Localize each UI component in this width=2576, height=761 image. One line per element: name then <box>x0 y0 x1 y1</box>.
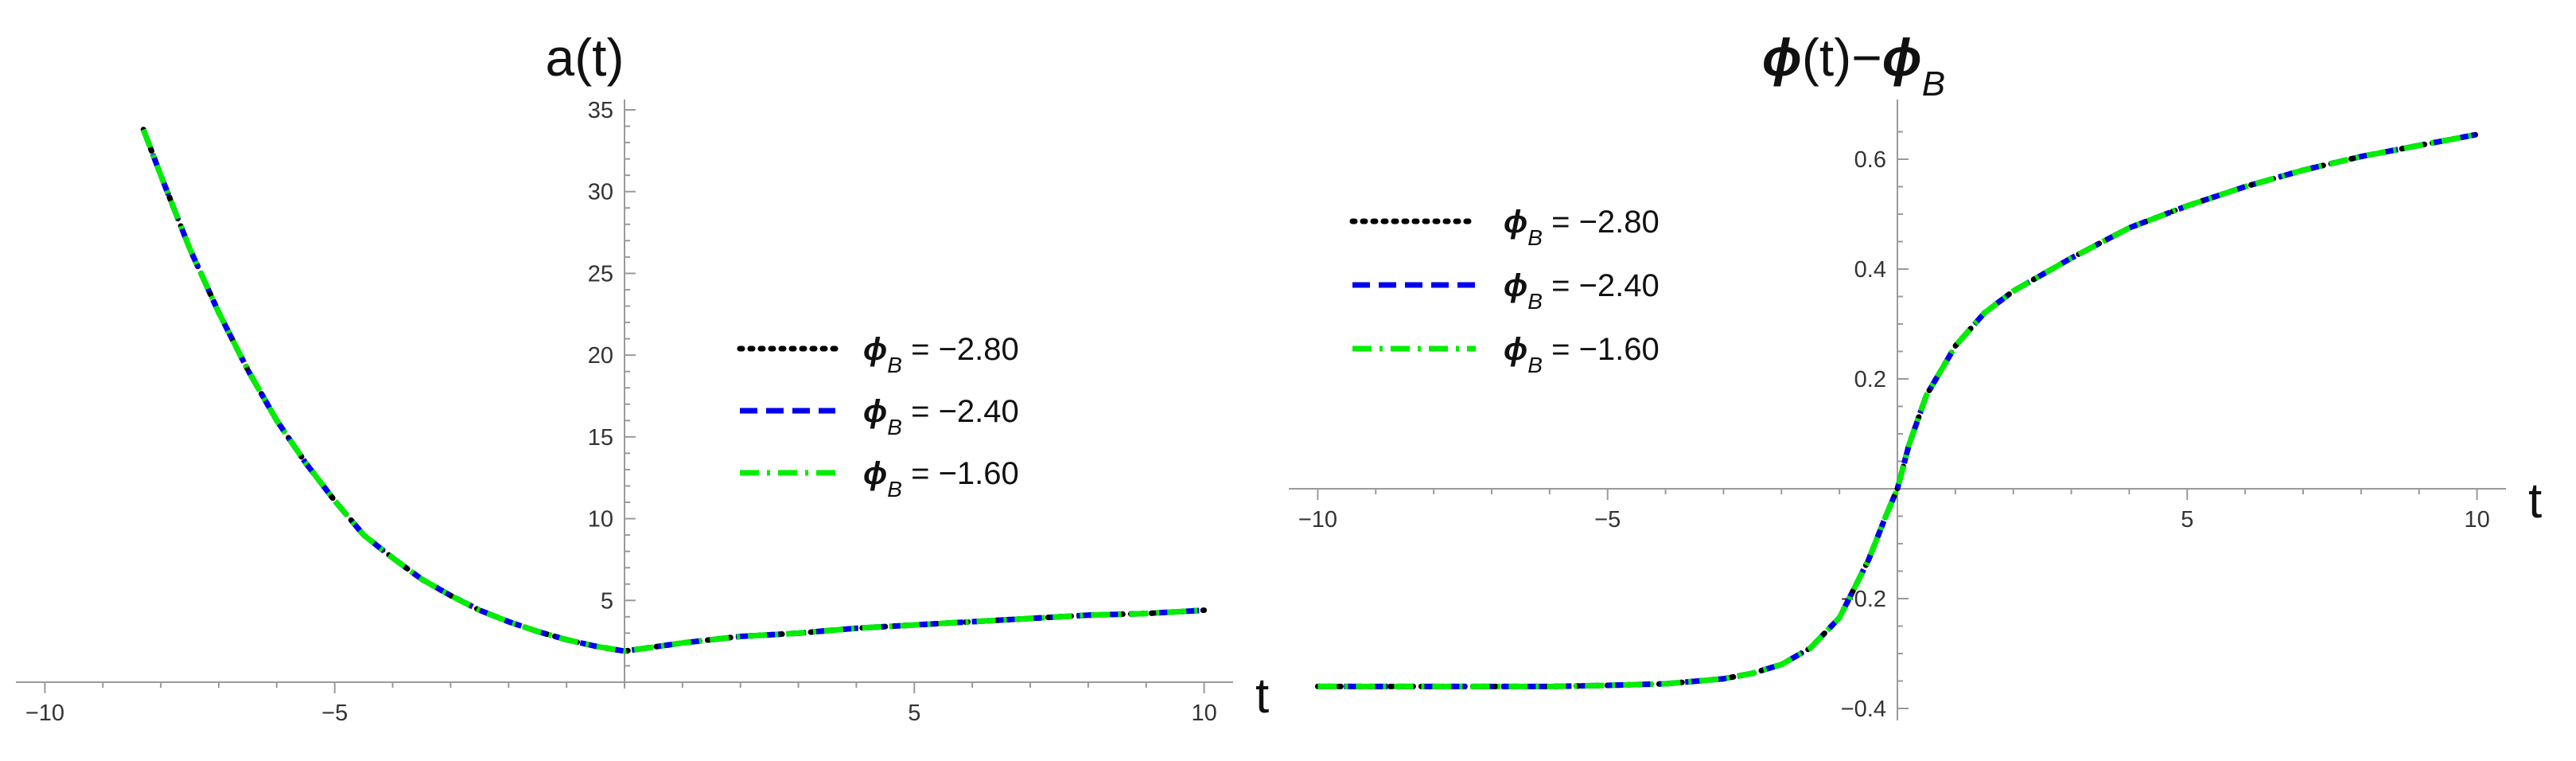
chart-title: a(t) <box>546 28 625 87</box>
legend-entry-1: ϕB = −2.80 <box>863 332 1019 377</box>
legend: ϕB = −2.80 ϕB = −2.40 ϕB = −1.60 <box>737 332 1019 501</box>
y-tick-label: 5 <box>601 588 613 614</box>
series-line-3 <box>1317 131 2478 689</box>
x-tick-label: 5 <box>908 701 920 726</box>
series-line-1 <box>140 127 1208 654</box>
legend-entry-3: ϕB = −1.60 <box>1504 332 1660 377</box>
x-tick-label: −5 <box>1594 507 1621 533</box>
y-tick-label: 0.6 <box>1854 147 1886 173</box>
legend: ϕB = −2.80 ϕB = −2.40 ϕB = −1.60 <box>1349 205 1660 377</box>
y-tick-label: 35 <box>588 98 613 123</box>
x-tick-label: 10 <box>2464 507 2489 533</box>
legend-entry-2: ϕB = −2.40 <box>1504 268 1660 314</box>
chart-title: ϕ(t)−ϕB <box>1762 28 1945 103</box>
y-tick-label: 15 <box>588 425 613 451</box>
x-tick-label: −5 <box>321 701 348 726</box>
x-tick-label: −10 <box>1298 507 1337 533</box>
y-tick-label: 20 <box>588 343 613 369</box>
y-tick-label: 25 <box>588 261 613 287</box>
series-line-3 <box>141 128 1204 654</box>
series-line-2 <box>141 128 1204 654</box>
y-tick-label: −0.4 <box>1841 697 1886 722</box>
x-tick-label: 10 <box>1191 701 1216 726</box>
legend-entry-1: ϕB = −2.80 <box>1504 205 1660 250</box>
legend-entry-3: ϕB = −1.60 <box>863 456 1019 501</box>
y-tick-label: 0.4 <box>1854 257 1886 283</box>
y-tick-label: 10 <box>588 507 613 533</box>
x-axis-label: t <box>2528 474 2542 529</box>
x-axis-label: t <box>1255 669 1269 724</box>
x-tick-label: 5 <box>2181 507 2193 533</box>
x-tick-label: −10 <box>25 701 64 726</box>
y-tick-label: 0.2 <box>1854 367 1886 392</box>
y-tick-label: 30 <box>588 180 613 205</box>
legend-entry-2: ϕB = −2.40 <box>863 394 1019 439</box>
